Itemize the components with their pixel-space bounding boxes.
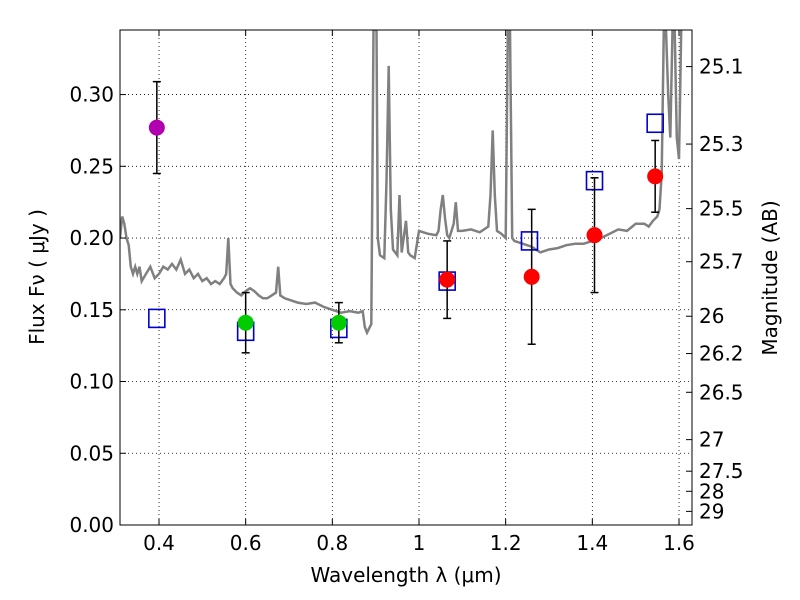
- y-tick-label: 0.30: [69, 83, 114, 107]
- observed-point-marker: [330, 314, 347, 331]
- x-tick-label: 1: [413, 531, 426, 555]
- plot-frame: [119, 29, 693, 526]
- y-tick-label: 0.00: [69, 513, 114, 537]
- axis-ticks: [120, 30, 692, 526]
- spectrum-layer: [120, 30, 683, 336]
- observed-point-marker: [439, 271, 456, 288]
- y2-tick-label: 26.2: [699, 342, 744, 366]
- y2-tick-label: 25.3: [699, 132, 744, 156]
- y-tick-label: 0.20: [69, 226, 114, 250]
- y2-tick-label: 26.5: [699, 380, 744, 404]
- y-tick-label: 0.15: [69, 298, 114, 322]
- observed-point-marker: [523, 268, 540, 285]
- spectrum-line: [120, 30, 683, 336]
- y2-tick-label: 25.7: [699, 250, 744, 274]
- tick-labels: 0.4 0.6 0.8 1 1.2 1.4 1.6 0.00 0.05 0.10 0.15 0.20 0…: [69, 55, 743, 555]
- y-tick-label: 0.05: [69, 441, 114, 465]
- x-tick-label: 0.8: [316, 531, 348, 555]
- y2-tick-label: 28: [699, 479, 724, 503]
- observed-point-marker: [148, 119, 165, 136]
- y2-tick-label: 27.5: [699, 459, 744, 483]
- y-tick-label: 0.25: [69, 154, 114, 178]
- y2-axis-label: Magnitude (AB): [758, 200, 782, 355]
- model-square-marker: [148, 308, 166, 329]
- y-tick-label: 0.10: [69, 370, 114, 394]
- observed-photometry-layer: [148, 80, 664, 354]
- x-tick-label: 0.6: [230, 531, 262, 555]
- x-axis-label: Wavelength λ (μm): [310, 563, 501, 587]
- observed-point-marker: [586, 227, 603, 244]
- x-tick-label: 1.6: [663, 531, 695, 555]
- x-tick-label: 1.2: [490, 531, 522, 555]
- observed-point-marker: [647, 168, 664, 185]
- y2-tick-label: 27: [699, 428, 724, 452]
- y-axis-label: Flux Fν ( μJy ): [25, 209, 49, 345]
- x-tick-label: 1.4: [576, 531, 608, 555]
- model-square-marker: [646, 113, 664, 134]
- model-square-marker: [520, 231, 539, 251]
- y2-tick-label: 26: [699, 304, 724, 328]
- observed-point-marker: [237, 314, 254, 331]
- x-tick-label: 0.4: [143, 531, 175, 555]
- y2-tick-label: 25.1: [699, 55, 744, 79]
- y2-tick-label: 29: [699, 499, 724, 523]
- y2-tick-label: 25.5: [699, 197, 744, 221]
